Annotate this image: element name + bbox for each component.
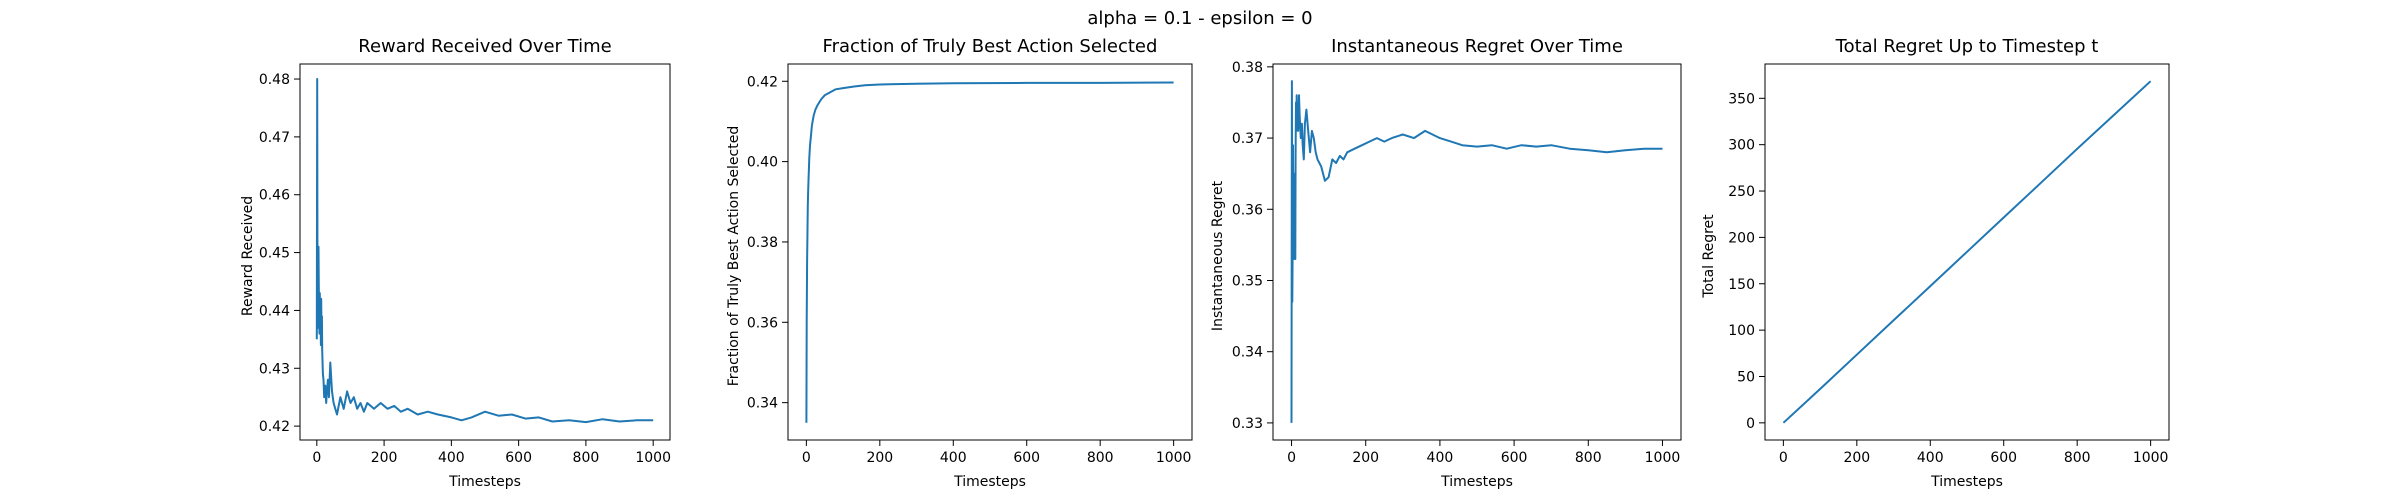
y-tick-label: 0.36 — [1232, 202, 1263, 218]
x-axis-label: Timesteps — [448, 474, 521, 490]
y-tick-label: 150 — [1728, 277, 1755, 293]
y-tick-label: 0 — [1746, 416, 1755, 432]
y-axis-label: Instantaneous Regret — [1210, 180, 1226, 331]
x-tick-label: 200 — [1843, 450, 1870, 466]
y-tick-label: 0.35 — [1232, 273, 1263, 289]
y-axis-label: Fraction of Truly Best Action Selected — [726, 126, 742, 386]
y-tick-label: 300 — [1728, 138, 1755, 154]
series-line-0 — [315, 78, 654, 424]
y-tick-label: 0.45 — [259, 246, 290, 262]
y-tick-label: 250 — [1728, 184, 1755, 200]
y-tick-label: 0.42 — [747, 74, 778, 90]
y-tick-label: 0.36 — [747, 315, 778, 331]
y-tick-label: 0.34 — [1232, 345, 1263, 361]
y-tick-label: 50 — [1737, 369, 1755, 385]
x-tick-label: 600 — [505, 450, 532, 466]
subplot-title: Reward Received Over Time — [358, 36, 611, 57]
x-tick-label: 200 — [866, 450, 893, 466]
subplot-title: Total Regret Up to Timestep t — [1835, 36, 2099, 57]
x-tick-label: 200 — [1352, 450, 1379, 466]
series-line-0 — [805, 81, 1174, 423]
x-tick-label: 1000 — [1156, 450, 1192, 466]
x-axis-label: Timesteps — [953, 474, 1026, 490]
subplot-instantaneous-regret: Instantaneous Regret Over Time Timesteps… — [1210, 36, 1682, 490]
x-tick-label: 600 — [1990, 450, 2017, 466]
x-tick-label: 200 — [371, 450, 398, 466]
y-tick-label: 350 — [1728, 91, 1755, 107]
x-tick-label: 1000 — [1645, 450, 1681, 466]
x-axis-label: Timesteps — [1440, 474, 1513, 490]
y-tick-label: 100 — [1728, 323, 1755, 339]
subplot-total-regret: Total Regret Up to Timestep t Timesteps … — [1701, 36, 2170, 490]
x-tick-label: 0 — [1779, 450, 1788, 466]
y-tick-label: 0.43 — [259, 361, 290, 377]
series-line-0 — [1290, 80, 1663, 423]
x-tick-label: 600 — [1013, 450, 1040, 466]
y-tick-label: 0.48 — [259, 72, 290, 88]
subplot-title: Instantaneous Regret Over Time — [1331, 36, 1623, 57]
y-tick-label: 0.46 — [259, 188, 290, 204]
x-tick-label: 400 — [1427, 450, 1454, 466]
x-tick-label: 400 — [438, 450, 465, 466]
x-tick-label: 800 — [1575, 450, 1602, 466]
series-line-0 — [1782, 80, 2152, 424]
y-tick-label: 200 — [1728, 230, 1755, 246]
subplot-title: Fraction of Truly Best Action Selected — [823, 36, 1158, 57]
x-tick-label: 400 — [940, 450, 967, 466]
y-tick-label: 0.47 — [259, 130, 290, 146]
subplot-reward-received: Reward Received Over Time Timesteps Rewa… — [240, 36, 671, 490]
axes-frame — [1764, 63, 2170, 441]
axes-frame — [787, 63, 1193, 441]
y-tick-label: 0.44 — [259, 303, 290, 319]
y-tick-label: 0.42 — [259, 419, 290, 435]
x-tick-label: 0 — [312, 450, 321, 466]
y-axis-label: Total Regret — [1701, 214, 1717, 299]
x-tick-label: 800 — [2064, 450, 2091, 466]
x-tick-label: 1000 — [635, 450, 671, 466]
x-tick-label: 800 — [1087, 450, 1114, 466]
axes-frame — [299, 63, 671, 441]
y-tick-label: 0.37 — [1232, 131, 1263, 147]
y-tick-label: 0.40 — [747, 155, 778, 171]
y-tick-label: 0.38 — [747, 235, 778, 251]
y-tick-label: 0.38 — [1232, 60, 1263, 76]
x-tick-label: 1000 — [2133, 450, 2169, 466]
figure-suptitle: alpha = 0.1 - epsilon = 0 — [1087, 8, 1312, 29]
x-tick-label: 0 — [1287, 450, 1296, 466]
x-tick-label: 0 — [802, 450, 811, 466]
x-tick-label: 600 — [1501, 450, 1528, 466]
y-tick-label: 0.34 — [747, 396, 778, 412]
x-tick-label: 800 — [573, 450, 600, 466]
axes-frame — [1272, 63, 1682, 441]
x-tick-label: 400 — [1917, 450, 1944, 466]
subplot-fraction-best-action: Fraction of Truly Best Action Selected T… — [726, 36, 1193, 490]
x-axis-label: Timesteps — [1930, 474, 2003, 490]
y-tick-label: 0.33 — [1232, 416, 1263, 432]
y-axis-label: Reward Received — [240, 196, 256, 316]
